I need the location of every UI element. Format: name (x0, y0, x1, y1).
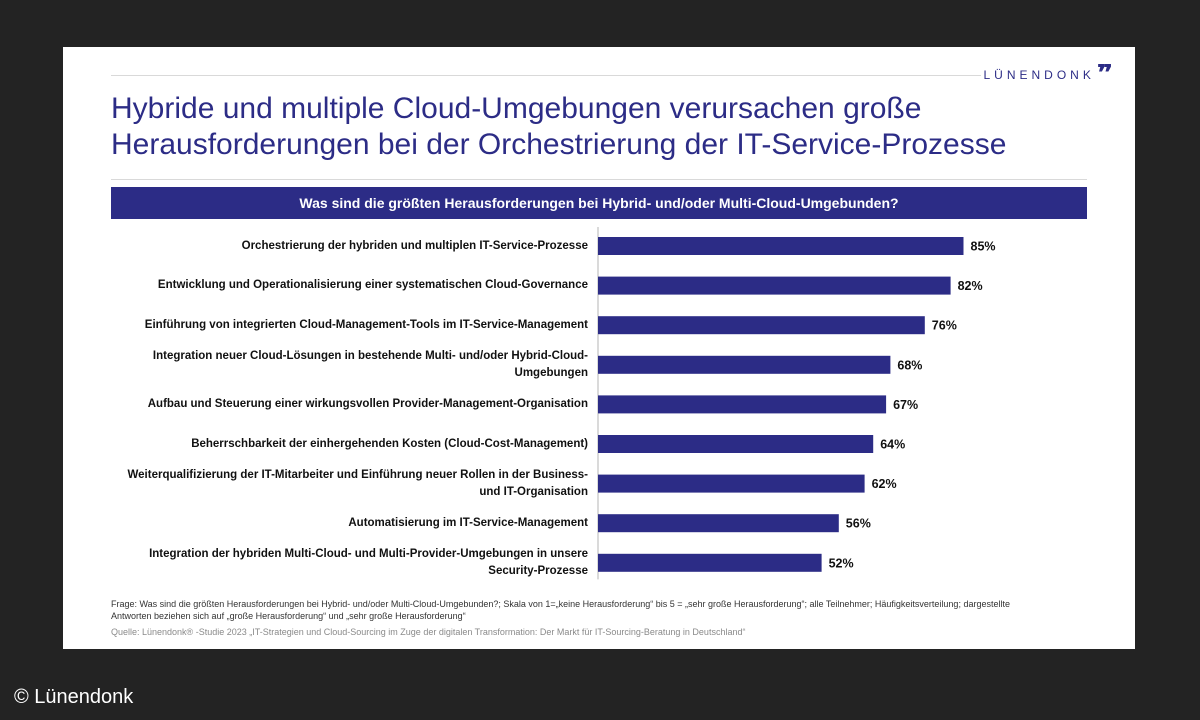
value-label-2: 82% (958, 279, 983, 293)
category-label-line: Orchestrierung der hybriden und multiple… (241, 239, 588, 252)
bar-7 (598, 474, 865, 493)
page-title-line-2: Herausforderungen bei der Orchestrierung… (111, 128, 1007, 161)
page-title: Hybride und multiple Cloud-Umgebungen ve… (111, 91, 1091, 163)
category-label-5: Aufbau und Steuerung einer wirkungsvolle… (88, 396, 588, 413)
category-label-line: Integration der hybriden Multi-Cloud- un… (149, 547, 588, 560)
category-label-3: Einführung von integrierten Cloud-Manage… (88, 317, 588, 334)
category-label-line: Umgebungen (514, 366, 588, 379)
bar-3 (598, 316, 925, 335)
value-label-1: 85% (971, 240, 996, 254)
bar-chart: 85% 82% 76% 68% 67% 64% 62% 56% 52% Orchestrierun… (63, 227, 1135, 583)
quote-mark-icon: ❞ (1096, 64, 1113, 86)
bar-6 (598, 435, 874, 453)
category-label-line: Integration neuer Cloud-Lösungen in best… (152, 349, 588, 362)
bar-4 (598, 355, 891, 374)
value-label-7: 62% (872, 477, 897, 491)
category-label-line: Einführung von integrierten Cloud-Manage… (144, 318, 588, 331)
bar-9 (598, 553, 822, 572)
bar-2 (598, 276, 951, 295)
category-label-9: Integration der hybriden Multi-Cloud- un… (88, 546, 588, 580)
source-note: Quelle: Lünendonk® -Studie 2023 „IT-Stra… (111, 627, 746, 637)
value-label-8: 56% (846, 517, 871, 531)
question-banner: Was sind die größten Herausforderungen b… (111, 187, 1087, 219)
category-label-7: Weiterqualifizierung der IT-Mitarbeiter … (88, 467, 588, 501)
category-label-6: Beherrschbarkeit der einhergehenden Kost… (88, 436, 588, 453)
page-title-line-1: Hybride und multiple Cloud-Umgebungen ve… (111, 92, 922, 125)
category-label-line: Entwicklung und Operationalisierung eine… (157, 279, 588, 292)
category-label-line: Aufbau und Steuerung einer wirkungsvolle… (147, 397, 588, 410)
value-label-3: 76% (932, 319, 957, 333)
value-label-6: 64% (880, 438, 905, 452)
question-text: Was sind die größten Herausforderungen b… (299, 195, 899, 211)
category-label-1: Orchestrierung der hybriden und multiple… (88, 238, 588, 255)
value-label-9: 52% (829, 556, 854, 570)
category-label-line: Security-Prozesse (488, 564, 588, 577)
category-label-line: Automatisierung im IT-Service-Management (348, 516, 588, 529)
category-label-2: Entwicklung und Operationalisierung eine… (88, 277, 588, 294)
luenendonk-logo: LÜNENDONK ❞ (983, 64, 1113, 86)
title-divider (111, 179, 1087, 180)
value-label-5: 67% (893, 398, 918, 412)
bar-5 (598, 395, 887, 414)
category-label-4: Integration neuer Cloud-Lösungen in best… (88, 348, 588, 382)
category-label-8: Automatisierung im IT-Service-Management (88, 515, 588, 532)
footnote-line-2: Antworten beziehen sich auf „große Herau… (111, 611, 466, 621)
logo-text: LÜNENDONK (983, 68, 1095, 82)
top-divider (111, 75, 981, 76)
footnote-line-1: Frage: Was sind die größten Herausforder… (111, 599, 1010, 609)
slide: LÜNENDONK ❞ Hybride und multiple Cloud-U… (63, 47, 1135, 649)
copyright: © Lünendonk (14, 686, 134, 708)
footnote: Frage: Was sind die größten Herausforder… (111, 598, 1111, 622)
category-label-line: und IT-Organisation (479, 485, 588, 498)
chart-plot-area: 85% 82% 76% 68% 67% 64% 62% 56% 52% (597, 227, 996, 580)
category-label-line: Beherrschbarkeit der einhergehenden Kost… (191, 437, 588, 450)
value-label-4: 68% (897, 358, 922, 372)
category-label-line: Weiterqualifizierung der IT-Mitarbeiter … (127, 468, 588, 481)
bar-1 (598, 237, 964, 255)
bar-8 (598, 514, 839, 533)
